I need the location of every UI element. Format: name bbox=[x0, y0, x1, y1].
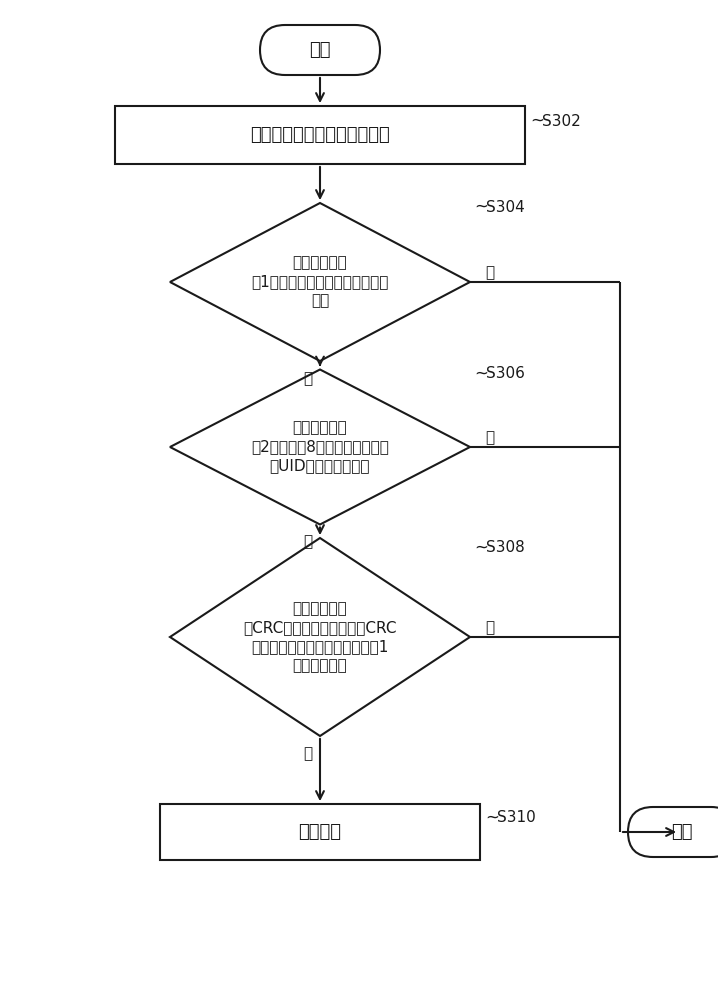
Text: 匹配: 匹配 bbox=[311, 294, 329, 308]
Text: S308: S308 bbox=[486, 540, 525, 556]
Text: 的UID，验证是否匹配: 的UID，验证是否匹配 bbox=[270, 458, 370, 474]
Text: 取控制指令的: 取控制指令的 bbox=[293, 420, 348, 436]
Polygon shape bbox=[170, 369, 470, 524]
Text: 第1字节比对指令代码，验证是否: 第1字节比对指令代码，验证是否 bbox=[251, 274, 388, 290]
FancyBboxPatch shape bbox=[260, 25, 380, 75]
Text: 接收控制终端发送的控制指令: 接收控制终端发送的控制指令 bbox=[250, 126, 390, 144]
Text: 是: 是 bbox=[304, 746, 312, 761]
Polygon shape bbox=[170, 538, 470, 736]
Text: 计算，验证是否与控制指令最后1: 计算，验证是否与控制指令最后1 bbox=[251, 639, 388, 654]
Text: ~: ~ bbox=[474, 198, 488, 216]
FancyBboxPatch shape bbox=[628, 807, 718, 857]
Text: S306: S306 bbox=[486, 366, 525, 381]
Bar bbox=[115, 106, 525, 164]
Text: 是: 是 bbox=[304, 371, 312, 386]
Polygon shape bbox=[170, 203, 470, 361]
Text: 第2字节至第8字节比对电子雷管: 第2字节至第8字节比对电子雷管 bbox=[251, 440, 389, 454]
Bar bbox=[160, 804, 480, 860]
Text: S302: S302 bbox=[542, 113, 581, 128]
Text: S304: S304 bbox=[486, 200, 525, 215]
Text: 开始: 开始 bbox=[309, 41, 331, 59]
Text: ~: ~ bbox=[474, 539, 488, 557]
Text: 除CRC字节外所有数据进行CRC: 除CRC字节外所有数据进行CRC bbox=[243, 620, 397, 635]
Text: 取控制指令的: 取控制指令的 bbox=[293, 601, 348, 616]
Text: 取控制指令的: 取控制指令的 bbox=[293, 255, 348, 270]
Text: 是: 是 bbox=[304, 534, 312, 550]
Text: 写入参数: 写入参数 bbox=[299, 823, 342, 841]
Text: 否: 否 bbox=[485, 265, 494, 280]
Text: ~: ~ bbox=[530, 112, 544, 130]
Text: ~: ~ bbox=[485, 809, 499, 827]
Text: 否: 否 bbox=[485, 430, 494, 446]
Text: 否: 否 bbox=[485, 620, 494, 636]
Text: 结束: 结束 bbox=[671, 823, 693, 841]
Text: 字节是否匹配: 字节是否匹配 bbox=[293, 658, 348, 673]
Text: S310: S310 bbox=[497, 810, 536, 826]
Text: ~: ~ bbox=[474, 364, 488, 382]
